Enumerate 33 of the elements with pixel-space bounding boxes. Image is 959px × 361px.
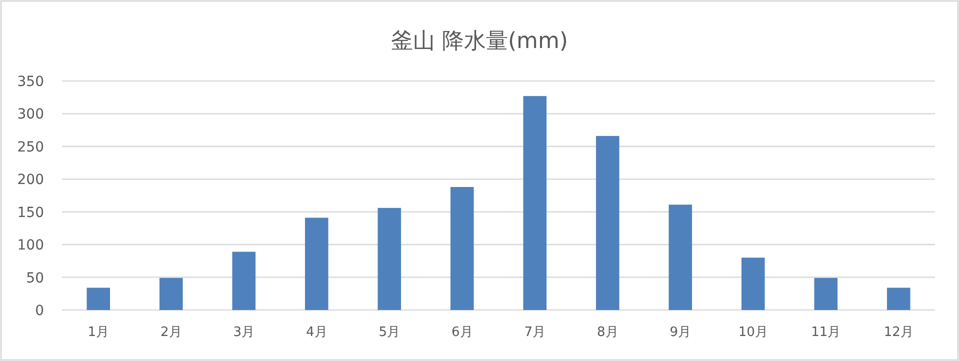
chart-title: 釜山 降水量(mm) bbox=[390, 29, 568, 54]
bar bbox=[378, 208, 402, 310]
x-tick-label: 9月 bbox=[670, 325, 692, 340]
bar bbox=[86, 288, 110, 310]
bar bbox=[232, 252, 256, 310]
y-tick-label: 100 bbox=[17, 238, 44, 254]
x-tick-label: 7月 bbox=[524, 325, 546, 340]
bar bbox=[741, 258, 765, 310]
bar bbox=[668, 204, 692, 310]
x-tick-label: 10月 bbox=[738, 325, 768, 340]
y-tick-label: 300 bbox=[17, 106, 44, 123]
y-tick-label: 350 bbox=[17, 74, 44, 90]
y-tick-label: 150 bbox=[17, 204, 44, 221]
x-tick-label: 1月 bbox=[88, 325, 110, 340]
x-tick-label: 8月 bbox=[596, 325, 618, 340]
bar bbox=[523, 96, 547, 310]
y-tick-label: 50 bbox=[26, 270, 44, 286]
bar bbox=[304, 218, 328, 310]
bar bbox=[886, 288, 910, 310]
x-tick-label: 5月 bbox=[378, 325, 400, 340]
x-tick-label: 11月 bbox=[811, 325, 841, 340]
y-tick-label: 250 bbox=[17, 139, 44, 156]
bar bbox=[159, 278, 183, 310]
x-tick-label: 2月 bbox=[160, 325, 182, 340]
x-tick-label: 3月 bbox=[233, 325, 255, 340]
y-tick-label: 0 bbox=[35, 303, 44, 319]
x-tick-label: 12月 bbox=[884, 325, 914, 340]
y-tick-label: 200 bbox=[17, 172, 44, 188]
bar bbox=[450, 186, 474, 310]
x-tick-label: 4月 bbox=[306, 325, 328, 340]
bar bbox=[814, 278, 838, 310]
bar bbox=[596, 136, 620, 310]
x-tick-label: 6月 bbox=[451, 325, 473, 340]
